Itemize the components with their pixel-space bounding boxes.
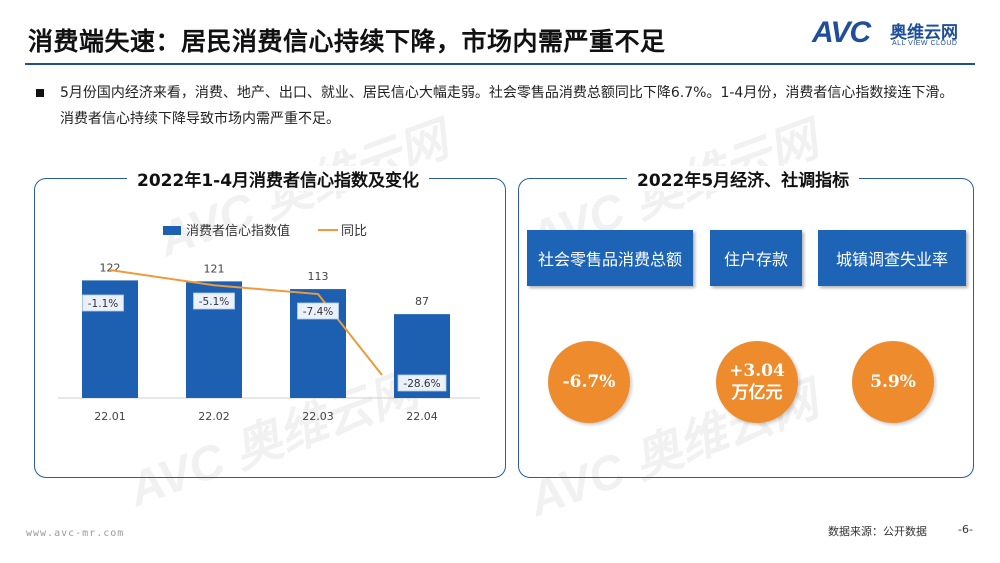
value-circle-household-deposits: +3.04 万亿元 <box>716 341 798 423</box>
yoy-label-box <box>193 292 235 310</box>
yoy-value-label: -5.1% <box>199 296 229 308</box>
yoy-value-label: -1.1% <box>88 298 118 310</box>
legend-swatch-bar <box>163 226 181 235</box>
indicators-panel-title: 2022年5月经济、社调指标 <box>627 166 860 191</box>
footer-url: www.avc-mr.com <box>26 528 125 539</box>
logo-en-text: ALL VIEW CLOUD <box>892 40 958 47</box>
indicators-panel: 2022年5月经济、社调指标 <box>518 166 974 478</box>
yoy-label-box <box>82 294 124 312</box>
indicator-household-deposits: 住户存款 <box>710 230 802 286</box>
circle-value: -6.7% <box>562 372 616 392</box>
indicator-label: 住户存款 <box>723 250 788 269</box>
footer-source: 数据来源：公开数据 <box>828 525 927 538</box>
header-divider <box>25 63 975 65</box>
legend-label-line: 同比 <box>341 224 367 239</box>
confidence-chart-panel: 2022年1-4月消费者信心指数及变化 <box>34 166 506 478</box>
indicator-label: 社会零售品消费总额 <box>537 250 682 269</box>
bar-value-label: 87 <box>415 295 429 308</box>
bullet-icon <box>36 89 44 97</box>
circle-value: +3.04 <box>729 361 785 381</box>
yoy-label-box <box>397 374 447 392</box>
circle-value: 5.9% <box>870 372 916 392</box>
brand-logo: AVC 奥维云网 ALL VIEW CLOUD <box>812 16 972 52</box>
yoy-value-label: -28.6% <box>403 378 440 390</box>
x-tick-label: 22.01 <box>94 410 126 423</box>
summary-text: 5月份国内经济来看，消费、地产、出口、就业、居民信心大幅走弱。社会零售品消费总额… <box>60 85 954 127</box>
indicator-label: 城镇调查失业率 <box>835 250 948 269</box>
x-tick-label: 22.02 <box>198 410 230 423</box>
chart-panel-title: 2022年1-4月消费者信心指数及变化 <box>127 166 430 191</box>
logo-cn-text: 奥维云网 <box>890 23 958 43</box>
logo-mark: AVC <box>812 16 871 49</box>
legend-label-bar: 消费者信心指数值 <box>186 223 290 239</box>
indicator-retail-sales: 社会零售品消费总额 <box>527 230 693 286</box>
x-tick-label: 22.04 <box>406 410 438 423</box>
yoy-value-label: -7.4% <box>303 306 333 318</box>
bar-value-label: 122 <box>100 261 121 274</box>
value-circle-retail-sales: -6.7% <box>548 341 630 423</box>
value-circle-unemployment: 5.9% <box>852 341 934 423</box>
circle-unit: 万亿元 <box>731 383 783 403</box>
summary-paragraph: 5月份国内经济来看，消费、地产、出口、就业、居民信心大幅走弱。社会零售品消费总额… <box>36 80 956 132</box>
yoy-label-box <box>297 302 339 320</box>
yoy-line <box>109 269 383 376</box>
x-tick-label: 22.03 <box>302 410 334 423</box>
bar-value-label: 113 <box>308 270 329 283</box>
bar-value-label: 121 <box>204 262 225 275</box>
page-title: 消费端失速：居民消费信心持续下降，市场内需严重不足 <box>28 27 666 56</box>
indicator-unemployment: 城镇调查失业率 <box>818 230 966 286</box>
page-number: -6- <box>958 523 973 536</box>
